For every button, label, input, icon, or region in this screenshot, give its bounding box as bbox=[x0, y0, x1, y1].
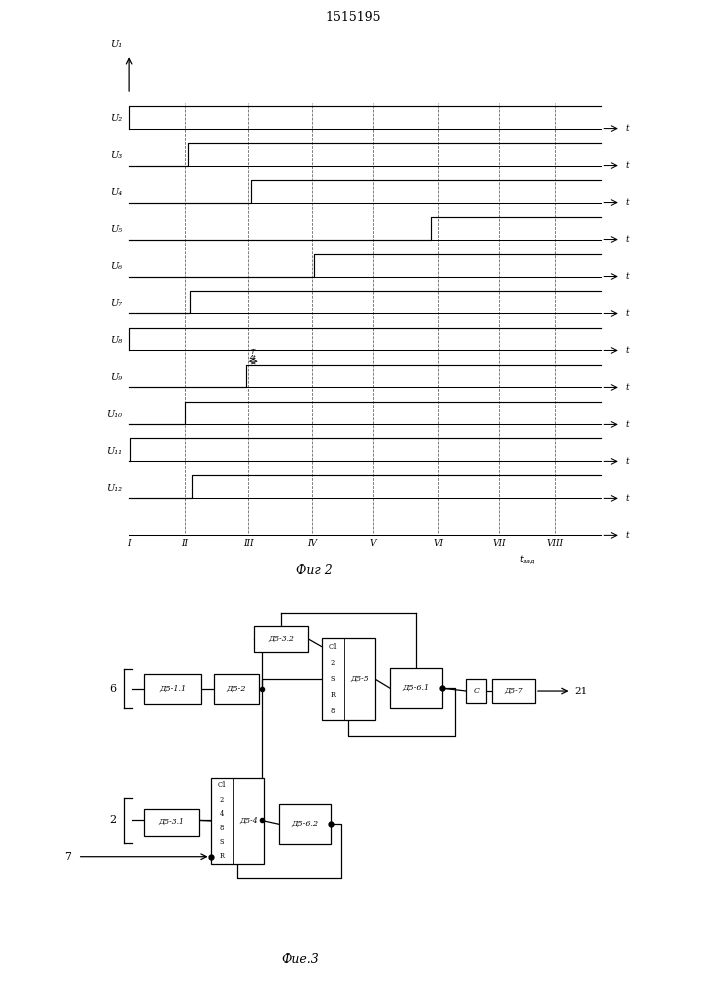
Text: U₁₁: U₁₁ bbox=[106, 447, 122, 456]
Text: Д5-6.2: Д5-6.2 bbox=[291, 820, 319, 828]
Text: 21: 21 bbox=[575, 687, 588, 696]
Text: VIII: VIII bbox=[547, 539, 563, 548]
Text: $t_{зад}$: $t_{зад}$ bbox=[519, 554, 535, 566]
Text: 6: 6 bbox=[109, 684, 116, 694]
Text: 2: 2 bbox=[109, 815, 116, 825]
Text: Д5-3.2: Д5-3.2 bbox=[268, 635, 294, 643]
Text: t: t bbox=[626, 383, 629, 392]
Text: t: t bbox=[626, 309, 629, 318]
FancyBboxPatch shape bbox=[279, 804, 331, 844]
Text: Д5-5: Д5-5 bbox=[350, 675, 368, 683]
Text: 7: 7 bbox=[64, 852, 71, 862]
Text: U₅: U₅ bbox=[110, 225, 122, 234]
Text: t: t bbox=[626, 531, 629, 540]
FancyBboxPatch shape bbox=[390, 668, 442, 708]
Text: t: t bbox=[626, 198, 629, 207]
Text: 8: 8 bbox=[331, 707, 335, 715]
Text: С: С bbox=[474, 687, 479, 695]
Text: Δt: Δt bbox=[250, 355, 257, 360]
Text: Д5-2: Д5-2 bbox=[227, 685, 246, 693]
Text: U₈: U₈ bbox=[110, 336, 122, 345]
Text: U₆: U₆ bbox=[110, 262, 122, 271]
Text: U₃: U₃ bbox=[110, 151, 122, 160]
Text: Д5-3.1: Д5-3.1 bbox=[158, 818, 185, 826]
FancyBboxPatch shape bbox=[467, 679, 486, 703]
Text: Д5-7: Д5-7 bbox=[504, 687, 522, 695]
Text: T: T bbox=[251, 349, 255, 355]
FancyBboxPatch shape bbox=[144, 674, 201, 704]
Text: t: t bbox=[626, 235, 629, 244]
Text: S: S bbox=[220, 838, 224, 846]
FancyBboxPatch shape bbox=[254, 626, 308, 652]
Text: t: t bbox=[626, 457, 629, 466]
FancyBboxPatch shape bbox=[214, 674, 259, 704]
Text: 2: 2 bbox=[331, 659, 335, 667]
Text: t: t bbox=[626, 494, 629, 503]
Text: Д5-1.1: Д5-1.1 bbox=[159, 685, 186, 693]
Text: t: t bbox=[626, 124, 629, 133]
Text: t: t bbox=[626, 346, 629, 355]
Text: t: t bbox=[626, 420, 629, 429]
Text: t: t bbox=[626, 272, 629, 281]
Text: Фиг 2: Фиг 2 bbox=[296, 564, 332, 577]
Text: R: R bbox=[219, 852, 224, 860]
Text: 1515195: 1515195 bbox=[326, 11, 381, 24]
FancyBboxPatch shape bbox=[492, 679, 535, 703]
Text: S: S bbox=[330, 675, 335, 683]
FancyBboxPatch shape bbox=[322, 638, 375, 720]
FancyBboxPatch shape bbox=[211, 778, 264, 864]
Text: IV: IV bbox=[307, 539, 317, 548]
Text: U₁₀: U₁₀ bbox=[106, 410, 122, 419]
Text: III: III bbox=[243, 539, 254, 548]
Text: R: R bbox=[330, 691, 335, 699]
Text: Д5-6.1: Д5-6.1 bbox=[402, 684, 430, 692]
Text: 4: 4 bbox=[220, 810, 224, 818]
FancyBboxPatch shape bbox=[144, 809, 199, 836]
Text: VII: VII bbox=[492, 539, 506, 548]
Text: U₁₂: U₁₂ bbox=[106, 484, 122, 493]
Text: I: I bbox=[127, 539, 131, 548]
Text: C1: C1 bbox=[217, 781, 226, 789]
Text: U₄: U₄ bbox=[110, 188, 122, 197]
Text: U₂: U₂ bbox=[110, 114, 122, 123]
Text: U₉: U₉ bbox=[110, 373, 122, 382]
Text: 2: 2 bbox=[220, 796, 224, 804]
Text: V: V bbox=[369, 539, 375, 548]
Text: II: II bbox=[182, 539, 189, 548]
Text: Д5-4: Д5-4 bbox=[239, 817, 257, 825]
Text: C1: C1 bbox=[328, 643, 337, 651]
Text: 8: 8 bbox=[220, 824, 224, 832]
Text: t: t bbox=[626, 161, 629, 170]
Text: Фие.3: Фие.3 bbox=[281, 953, 319, 966]
Text: VI: VI bbox=[433, 539, 443, 548]
Text: U₇: U₇ bbox=[110, 299, 122, 308]
Text: U₁: U₁ bbox=[110, 40, 122, 49]
